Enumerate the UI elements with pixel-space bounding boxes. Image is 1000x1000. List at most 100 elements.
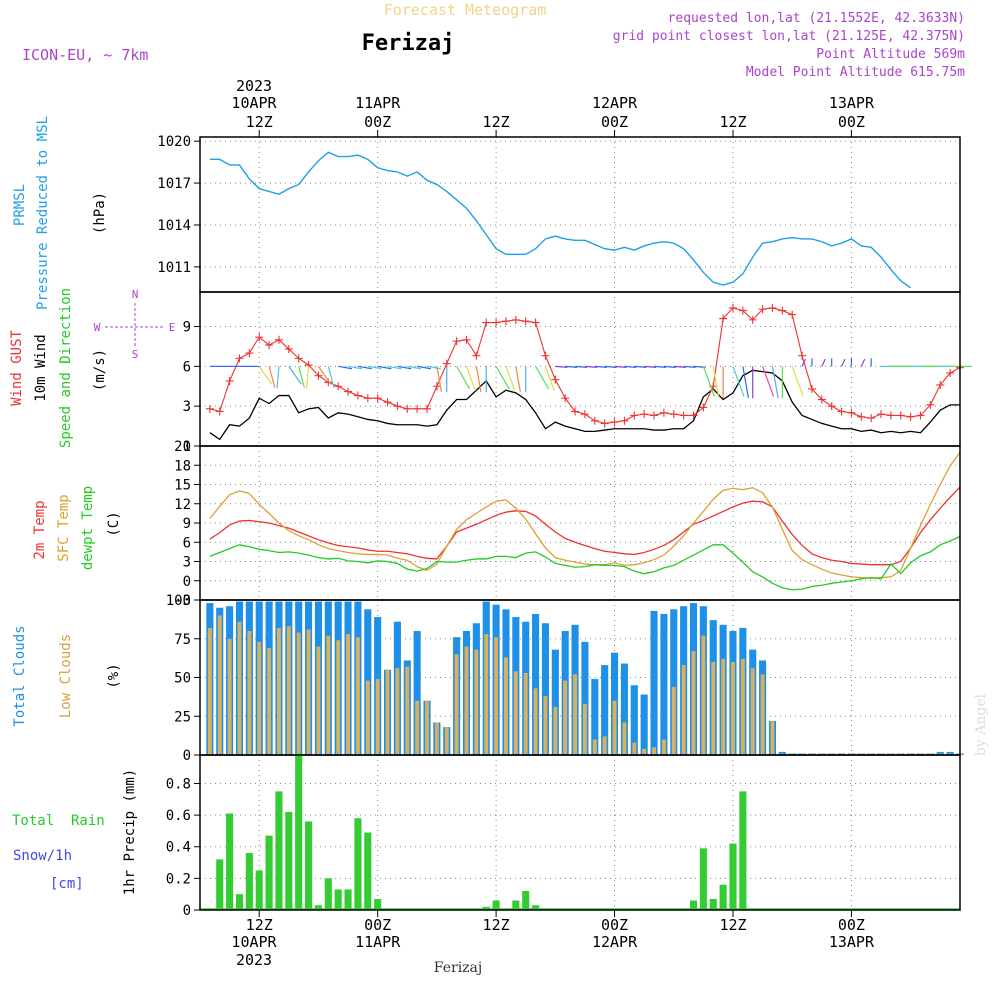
rain-bar: [709, 898, 717, 910]
compass-e: E: [169, 321, 176, 334]
low-cloud-bar: [267, 648, 272, 755]
wind-arrow: [634, 365, 647, 368]
low-cloud-bar: [395, 668, 400, 755]
gust-marker: [807, 384, 816, 393]
low-cloud-bar: [582, 703, 587, 755]
wind-arrow: [367, 365, 382, 370]
gust-marker: [255, 333, 264, 342]
low-cloud-bar: [415, 700, 420, 755]
low-cloud-bar: [563, 680, 568, 755]
top-xtick-label: 00Z: [601, 113, 628, 131]
gust-marker: [265, 341, 274, 350]
rain-bar: [245, 853, 253, 910]
low-cloud-bar: [425, 700, 429, 755]
cloud-unit: (%): [106, 663, 122, 688]
gust-marker: [215, 407, 224, 416]
bottom-xtick-date: 11APR: [355, 933, 401, 951]
low-cloud-bar: [513, 671, 518, 755]
rain-bar: [226, 813, 234, 910]
gust-marker: [580, 410, 589, 419]
gust-marker: [798, 351, 807, 360]
total-cloud-bar: [601, 665, 609, 755]
footer-location: Ferizaj: [434, 960, 482, 976]
top-xtick-label: 00Z: [838, 113, 865, 131]
low-cloud-bar: [661, 739, 666, 755]
wind-arrow: [801, 358, 807, 367]
gust-marker: [511, 315, 520, 324]
gust-marker: [294, 354, 303, 363]
ytick-label: 0: [183, 903, 191, 919]
compass-w: W: [94, 321, 101, 334]
rain-bar: [295, 753, 303, 910]
ytick-label: 3: [183, 399, 191, 415]
rain-bar: [689, 900, 698, 910]
gust-marker: [561, 394, 570, 403]
low-cloud-bar: [257, 641, 262, 755]
rain-bar: [482, 906, 490, 910]
info-line-2: grid point closest lon,lat (21.125E, 42.…: [613, 29, 965, 44]
wind-arrow: [584, 365, 597, 368]
low-cloud-bar: [928, 753, 933, 755]
wind-arrow: [456, 366, 471, 390]
gust-marker: [837, 407, 846, 416]
gust-marker: [788, 310, 797, 319]
low-cloud-bar: [731, 662, 735, 755]
gust-marker: [492, 318, 501, 327]
precip-unit: 1hr Precip (mm): [122, 769, 138, 895]
bottom-xtick-label: 12Z: [483, 916, 510, 934]
temp-ylabel-sfc: SFC Temp: [56, 494, 72, 561]
low-cloud-bar: [632, 742, 637, 755]
low-cloud-bar: [504, 657, 508, 755]
gust-marker: [946, 368, 955, 377]
wind-arrow: [288, 366, 302, 385]
low-cloud-bar: [296, 632, 301, 755]
gust-marker: [630, 411, 639, 420]
gust-marker: [235, 354, 244, 363]
rain-bar: [739, 791, 747, 910]
gust-marker: [817, 395, 826, 404]
wind-line: [209, 369, 960, 441]
gust-marker: [432, 382, 441, 391]
bottom-xtick-label: 00Z: [364, 916, 391, 934]
total-cloud-bar: [591, 679, 599, 755]
wind-arrow: [515, 366, 521, 393]
wind-arrow: [555, 365, 568, 368]
rain-bar: [492, 900, 500, 910]
wind-arrow: [426, 365, 441, 370]
gust-marker: [531, 318, 540, 327]
gust-marker: [778, 306, 787, 315]
ytick-label: 0.2: [166, 871, 191, 887]
gust-marker: [857, 412, 866, 421]
bottom-xtick-date: 12APR: [592, 933, 638, 951]
wind-ylabel-10m: 10m Wind: [33, 334, 49, 401]
temp-ylabel-dewpt: dewpt Temp: [80, 486, 96, 570]
wind-arrow: [436, 366, 442, 393]
ytick-label: 50: [174, 671, 191, 687]
top-xtick-label: 12Z: [246, 113, 273, 131]
gust-marker: [225, 376, 234, 385]
gust-marker: [245, 349, 254, 358]
low-cloud-bar: [434, 722, 439, 755]
gust-marker: [916, 411, 925, 420]
low-cloud-bar: [701, 635, 706, 755]
gust-marker: [689, 411, 698, 420]
total-cloud-bar: [630, 685, 638, 755]
info-line-1: requested lon,lat (21.1552E, 42.3633N): [668, 11, 965, 26]
low-cloud-bar: [454, 654, 459, 755]
low-cloud-bar: [869, 753, 874, 755]
low-cloud-bar: [592, 739, 597, 755]
low-cloud-bar: [355, 637, 360, 755]
wind-arrow: [387, 365, 402, 370]
ytick-label: -3: [174, 593, 191, 609]
gust-marker: [314, 371, 323, 380]
rain-bar: [285, 811, 293, 910]
wind-arrow: [298, 366, 305, 388]
wind-arrow: [624, 365, 637, 368]
gust-marker: [541, 351, 550, 360]
low-cloud-bar: [800, 753, 805, 755]
top-xtick-label: 12Z: [719, 113, 746, 131]
gust-marker: [719, 314, 728, 323]
panel-frame: [199, 291, 961, 447]
info-line-3: Point Altitude 569m: [816, 47, 965, 62]
